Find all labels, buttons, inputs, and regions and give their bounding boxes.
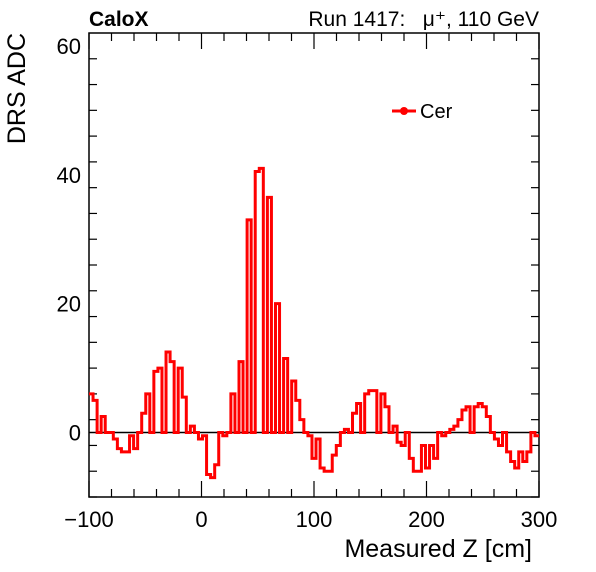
y-axis-ticks: 0 20 40 60: [57, 34, 539, 498]
y-tick-label: 20: [57, 292, 81, 317]
x-tick-label: 0: [195, 507, 207, 532]
x-tick-label: 300: [521, 507, 558, 532]
x-axis-label: Measured Z [cm]: [344, 535, 532, 563]
y-tick-label: 40: [57, 163, 81, 188]
run-info-label: Run 1417: μ⁺, 110 GeV: [308, 8, 539, 31]
x-tick-label: 100: [296, 507, 333, 532]
experiment-label: CaloX: [89, 8, 149, 31]
x-tick-label: −100: [64, 507, 114, 532]
y-tick-label: 60: [57, 34, 81, 59]
legend-label-cer: Cer: [420, 101, 453, 123]
x-axis-ticks: −100 0 100 200 300: [64, 33, 557, 532]
y-axis-label: DRS ADC: [3, 33, 31, 144]
x-tick-label: 200: [408, 507, 445, 532]
y-tick-label: 0: [69, 421, 81, 446]
legend-marker-cer: [400, 107, 408, 115]
legend: Cer: [392, 101, 453, 123]
series-line-cer: [89, 166, 539, 480]
